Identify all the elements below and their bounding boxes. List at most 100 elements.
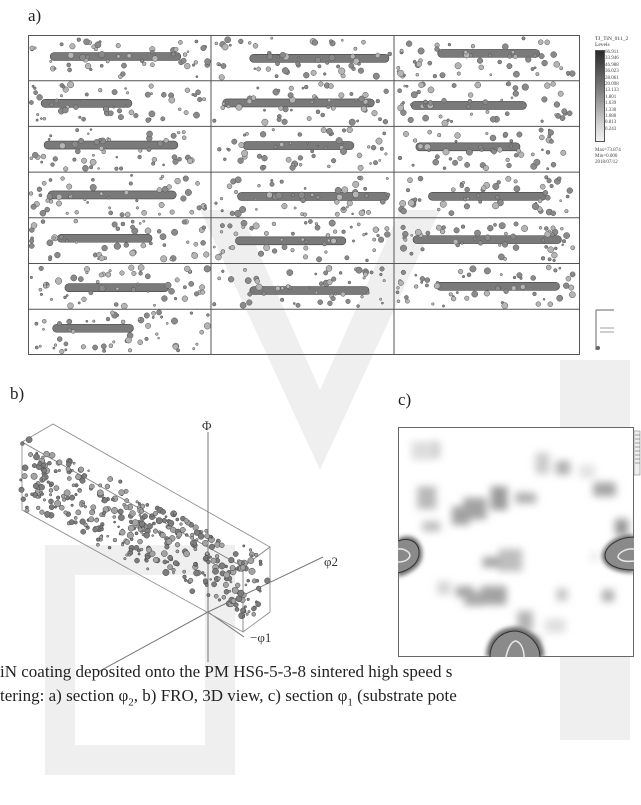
contour-dot [405, 84, 409, 88]
contour-dot [215, 253, 222, 261]
contour-dot [78, 137, 84, 144]
contour-dot [172, 560, 179, 566]
contour-dot [120, 221, 126, 227]
contour-dot [60, 176, 65, 181]
contour-dot [300, 237, 305, 242]
legend-levels: 66.911 33.946 46.988 36.023 28.061 20.098 13.1… [605, 50, 619, 133]
contour-dot [66, 318, 73, 325]
contour-dot [38, 287, 43, 292]
contour-dot [380, 199, 386, 205]
contour-dot [98, 255, 105, 262]
contour-dot [262, 164, 267, 170]
contour-dot [106, 195, 111, 200]
contour-dot [314, 96, 319, 101]
contour-dot [127, 348, 133, 353]
contour-dot [159, 177, 163, 181]
contour-dot [331, 276, 337, 282]
contour-dot [212, 567, 219, 575]
contour-dot [53, 485, 60, 491]
contour-dot [67, 327, 72, 333]
contour-dot [550, 81, 556, 87]
contour-dot [71, 483, 76, 488]
legend-level: 20.098 [605, 82, 619, 88]
contour-dot [460, 241, 464, 245]
contour-dot [439, 228, 446, 235]
contour-dot [448, 292, 453, 297]
contour-dot [161, 92, 167, 98]
contour-dot [53, 67, 57, 70]
contour-dot [509, 144, 513, 149]
contour-dot [464, 162, 470, 168]
contour-dot [59, 142, 66, 150]
contour-dot [243, 610, 247, 614]
contour-dot [485, 109, 490, 114]
contour-dot [441, 119, 449, 127]
contour-dot [235, 582, 241, 588]
contour-dot [107, 545, 112, 550]
contour-dot [202, 97, 207, 102]
contour-dot [556, 294, 564, 302]
contour-dot [180, 195, 187, 202]
contour-dot [28, 452, 34, 457]
contour-band [235, 236, 347, 246]
contour-dot [90, 504, 97, 511]
contour-dot [427, 86, 435, 94]
contour-dot [233, 231, 239, 237]
contour-dot [195, 89, 201, 96]
contour-dot [317, 64, 322, 69]
density-blob [498, 548, 523, 572]
contour-dot [510, 96, 514, 100]
contour-dot [436, 207, 441, 212]
contour-dot [113, 302, 119, 307]
contour-dot [135, 282, 140, 287]
contour-dot [354, 98, 358, 102]
contour-dot [466, 272, 472, 278]
contour-dot [365, 290, 370, 295]
contour-dot [513, 185, 521, 193]
density-blob [517, 610, 533, 632]
contour-dot [465, 148, 473, 156]
contour-dot [174, 177, 181, 185]
contour-dot [113, 520, 116, 524]
contour-dot [246, 98, 253, 105]
contour-dot [314, 272, 318, 276]
contour-dot [119, 529, 126, 536]
contour-dot [213, 593, 219, 599]
contour-dot [171, 51, 176, 57]
contour-dot [474, 229, 481, 237]
density-blob [482, 557, 500, 568]
contour-dot [507, 54, 513, 59]
contour-dot [330, 237, 337, 245]
contour-dot [291, 193, 295, 197]
contour-dot [476, 193, 481, 198]
contour-dot [369, 162, 372, 165]
contour-dot [29, 45, 35, 51]
contour-dot [560, 226, 564, 231]
contour-dot [378, 117, 382, 122]
contour-dot [449, 119, 454, 123]
contour-dot [400, 269, 406, 275]
contour-dot [72, 461, 76, 465]
contour-dot [175, 517, 180, 522]
contour-dot [530, 275, 536, 281]
contour-dot [454, 132, 461, 139]
contour-dot [194, 39, 199, 44]
contour-dot [202, 539, 209, 547]
contour-dot [144, 273, 151, 280]
contour-dot [70, 329, 76, 334]
contour-dot [409, 251, 414, 256]
contour-dot [130, 224, 136, 230]
contour-dot [483, 267, 491, 275]
contour-dot [362, 276, 366, 280]
contour-dot [291, 163, 295, 167]
contour-dot [182, 574, 187, 580]
contour-dot [85, 527, 89, 530]
contour-dot [92, 344, 98, 351]
contour-dot [221, 595, 227, 600]
contour-dot [565, 70, 571, 76]
contour-dot [193, 93, 198, 98]
contour-dot [231, 587, 239, 594]
contour-dot [234, 567, 239, 571]
contour-dot [334, 211, 340, 217]
contour-dot [539, 183, 546, 190]
